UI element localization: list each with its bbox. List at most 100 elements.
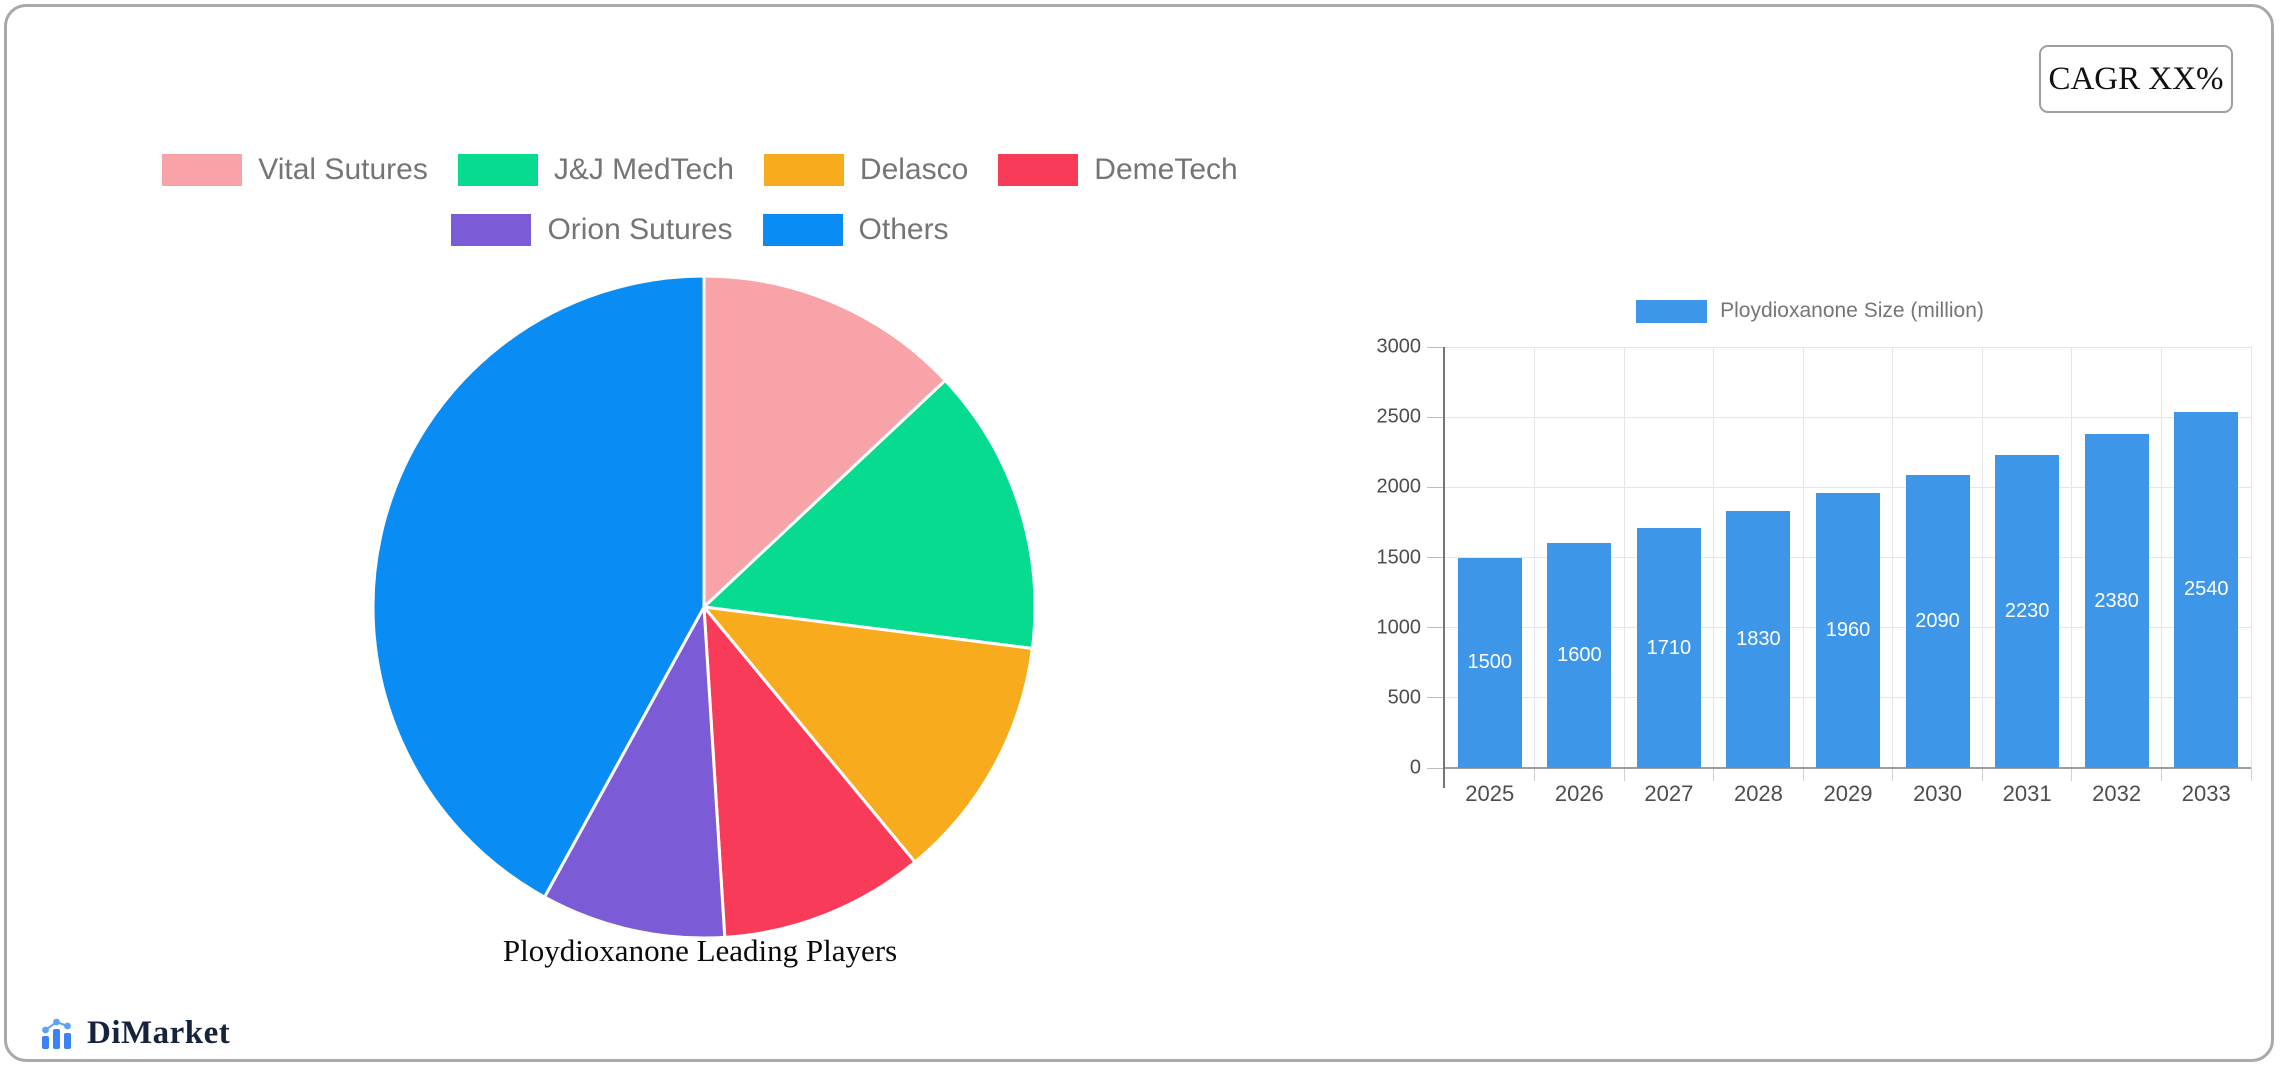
- v-gridline: [2250, 347, 2252, 768]
- bar-value-label: 1710: [1646, 636, 1692, 659]
- v-gridline: [1713, 347, 1715, 768]
- v-gridline: [1623, 347, 1625, 768]
- pie-chart-title: Ploydioxanone Leading Players: [502, 933, 898, 968]
- bar-2027[interactable]: 1710: [1636, 528, 1701, 768]
- legend-swatch: [998, 154, 1079, 186]
- x-axis-tick: [2250, 768, 2252, 781]
- bar-legend-label: Ploydioxanone Size (million): [1720, 299, 1984, 322]
- brand-name: DiMarket: [87, 1014, 231, 1051]
- legend-swatch: [162, 154, 243, 186]
- bar-2028[interactable]: 1830: [1726, 511, 1791, 768]
- legend-label: DemeTech: [1094, 153, 1238, 186]
- y-axis-tick: [1427, 416, 1443, 418]
- x-axis-line: [1445, 767, 2251, 769]
- y-axis-label: 2000: [1376, 475, 1422, 498]
- x-axis-tick: [2160, 768, 2162, 781]
- x-axis-label: 2031: [2002, 781, 2052, 806]
- y-axis-tick: [1427, 346, 1443, 348]
- bar-2029[interactable]: 1960: [1816, 492, 1880, 768]
- legend-item-others[interactable]: Others: [762, 213, 949, 247]
- bar-value-label: 2380: [2094, 589, 2139, 612]
- legend-item-vital-sutures[interactable]: Vital Sutures: [162, 153, 428, 187]
- cagr-badge: CAGR XX%: [2039, 45, 2233, 113]
- legend-swatch: [763, 154, 844, 186]
- bar-2032[interactable]: 2380: [2084, 434, 2149, 768]
- dimarket-icon: [42, 1018, 71, 1049]
- y-axis-label: 0: [1409, 756, 1421, 779]
- x-axis-label: 2026: [1554, 781, 1604, 806]
- v-gridline: [1981, 347, 1983, 768]
- bar-plot-area: 0 500 1000 1500 2000 2500 3000 1500 2025 1600 2026…: [1377, 336, 2252, 806]
- v-gridline: [1802, 347, 1804, 768]
- x-axis-label: 2032: [2092, 781, 2142, 806]
- legend-swatch: [457, 154, 538, 186]
- bar-value-label: 1500: [1467, 651, 1513, 674]
- report-card: CAGR XX% Vital Sutures J&J MedTech Delasco…: [4, 4, 2274, 1062]
- bar-value-label: 1960: [1825, 618, 1871, 641]
- pie-legend: Vital Sutures J&J MedTech Delasco DemeTech O…: [50, 153, 1350, 247]
- y-axis-tick: [1427, 486, 1443, 488]
- bar-legend-swatch: [1636, 299, 1708, 323]
- x-axis-tick: [1981, 768, 1983, 781]
- legend-label: Vital Sutures: [258, 153, 428, 186]
- bar-value-label: 1830: [1736, 628, 1781, 651]
- x-axis-label: 2027: [1644, 781, 1694, 806]
- y-axis-tick: [1427, 767, 1443, 769]
- bar-legend-item[interactable]: Ploydioxanone Size (million): [1407, 299, 2213, 323]
- x-axis-tick: [1713, 768, 1715, 781]
- pie-slice-others[interactable]: [371, 274, 706, 899]
- x-axis-label: 2033: [2181, 781, 2231, 806]
- y-axis-tick: [1427, 627, 1443, 629]
- legend-item-j-j-medtech[interactable]: J&J MedTech: [457, 153, 734, 187]
- x-axis-label: 2029: [1823, 781, 1873, 806]
- pie-slice-delasco[interactable]: [702, 605, 1034, 864]
- bar-2026[interactable]: 1600: [1547, 543, 1612, 768]
- x-axis-label: 2030: [1913, 781, 1963, 806]
- y-axis-label: 2500: [1376, 405, 1422, 428]
- x-axis-tick: [1623, 768, 1625, 781]
- legend-item-demetech[interactable]: DemeTech: [998, 153, 1238, 187]
- brand-logo: DiMarket: [39, 1013, 230, 1053]
- legend-label: Orion Sutures: [547, 213, 733, 246]
- legend-label: Delasco: [859, 153, 969, 186]
- bar-2030[interactable]: 2090: [1905, 474, 1970, 768]
- legend-label: J&J MedTech: [553, 153, 734, 186]
- y-axis-tick: [1427, 697, 1443, 699]
- v-gridline: [1892, 347, 1894, 768]
- v-gridline: [1534, 347, 1536, 768]
- x-axis-label: 2028: [1733, 781, 1783, 806]
- bar-value-label: 2090: [1915, 609, 1960, 632]
- h-gridline: [1445, 486, 2251, 488]
- y-axis-label: 1000: [1376, 616, 1422, 639]
- x-axis-tick: [1534, 768, 1536, 781]
- pie-slice-orion-sutures[interactable]: [543, 605, 727, 940]
- x-axis-tick: [1802, 768, 1804, 781]
- bar-value-label: 2540: [2183, 578, 2229, 601]
- bar-2025[interactable]: 1500: [1457, 557, 1522, 768]
- legend-item-orion-sutures[interactable]: Orion Sutures: [451, 213, 733, 247]
- pie-slice-vital-sutures[interactable]: [702, 274, 947, 609]
- y-axis-label: 1500: [1376, 546, 1422, 568]
- bar-2033[interactable]: 2540: [2174, 411, 2239, 768]
- legend-swatch: [762, 214, 843, 246]
- x-axis-label: 2025: [1465, 781, 1515, 806]
- legend-label: Others: [858, 213, 949, 246]
- pie-slice-j-j-medtech[interactable]: [702, 378, 1037, 650]
- y-axis-label: 3000: [1376, 335, 1422, 358]
- legend-item-delasco[interactable]: Delasco: [763, 153, 969, 187]
- bar-2031[interactable]: 2230: [1995, 455, 2060, 768]
- legend-swatch: [451, 214, 532, 246]
- pie-slice-demetech[interactable]: [702, 605, 917, 939]
- bar-value-label: 1600: [1557, 644, 1602, 667]
- bar-value-label: 2230: [2004, 600, 2050, 623]
- h-gridline: [1445, 346, 2251, 348]
- v-gridline: [2160, 347, 2162, 768]
- x-axis-tick: [1892, 768, 1894, 781]
- y-axis-label: 500: [1387, 686, 1421, 709]
- x-axis-tick: [2071, 768, 2073, 781]
- y-axis-line: [1443, 347, 1445, 788]
- h-gridline: [1445, 416, 2251, 418]
- y-axis-tick: [1427, 557, 1443, 558]
- v-gridline: [2071, 347, 2073, 768]
- pie-chart[interactable]: [365, 268, 1043, 946]
